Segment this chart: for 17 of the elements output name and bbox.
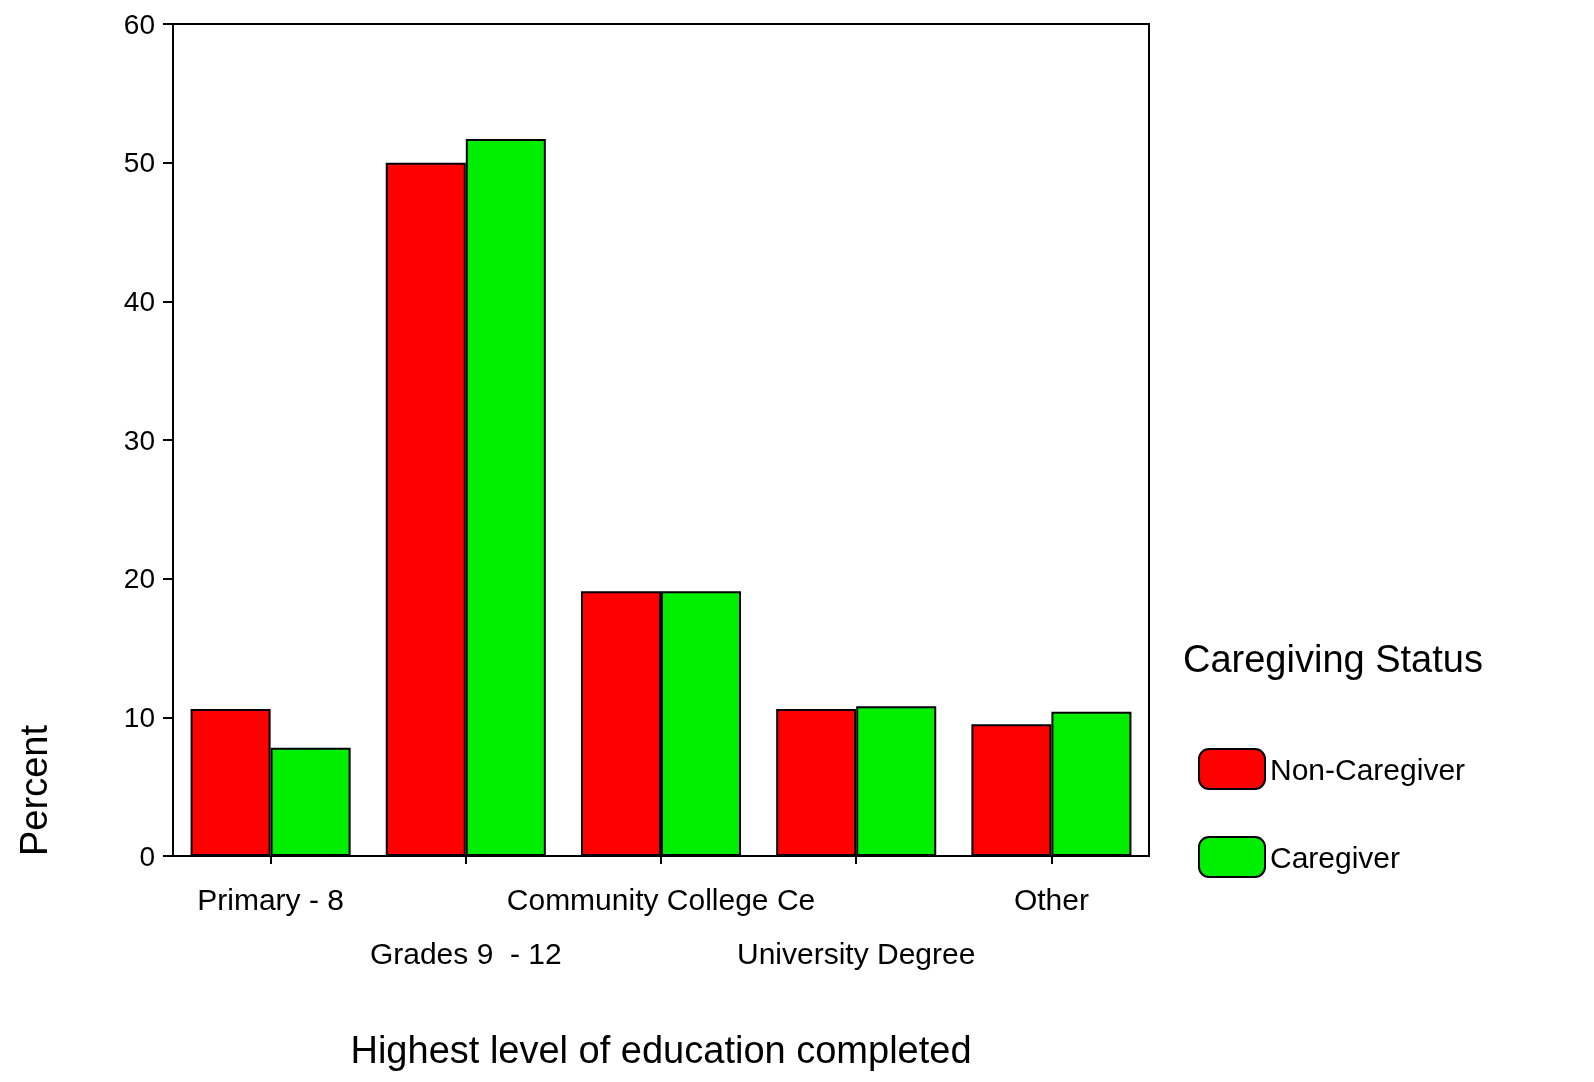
y-tick-label: 20 (123, 563, 155, 595)
x-axis-title: Highest level of education completed (350, 1029, 972, 1071)
y-tick-label: 30 (123, 424, 155, 456)
legend-title: Caregiving Status (1183, 638, 1483, 680)
y-tick-label: 60 (123, 8, 155, 40)
x-tick-label: University Degree (736, 936, 976, 970)
x-tick-label: Primary - 8 (197, 882, 344, 916)
y-tick-label: 40 (123, 285, 155, 317)
y-axis-title: Percent (13, 724, 55, 856)
y-tick-label: 50 (123, 147, 155, 179)
x-tick-label: Other (1013, 882, 1089, 916)
x-tick-label: Grades 9 - 12 (369, 936, 562, 970)
y-tick-label: 0 (139, 840, 155, 872)
x-tick-label: Community College Ce (506, 882, 816, 916)
y-tick-label: 10 (123, 701, 155, 733)
legend-label: Caregiver (1270, 840, 1401, 874)
legend-label: Non-Caregiver (1270, 752, 1466, 786)
